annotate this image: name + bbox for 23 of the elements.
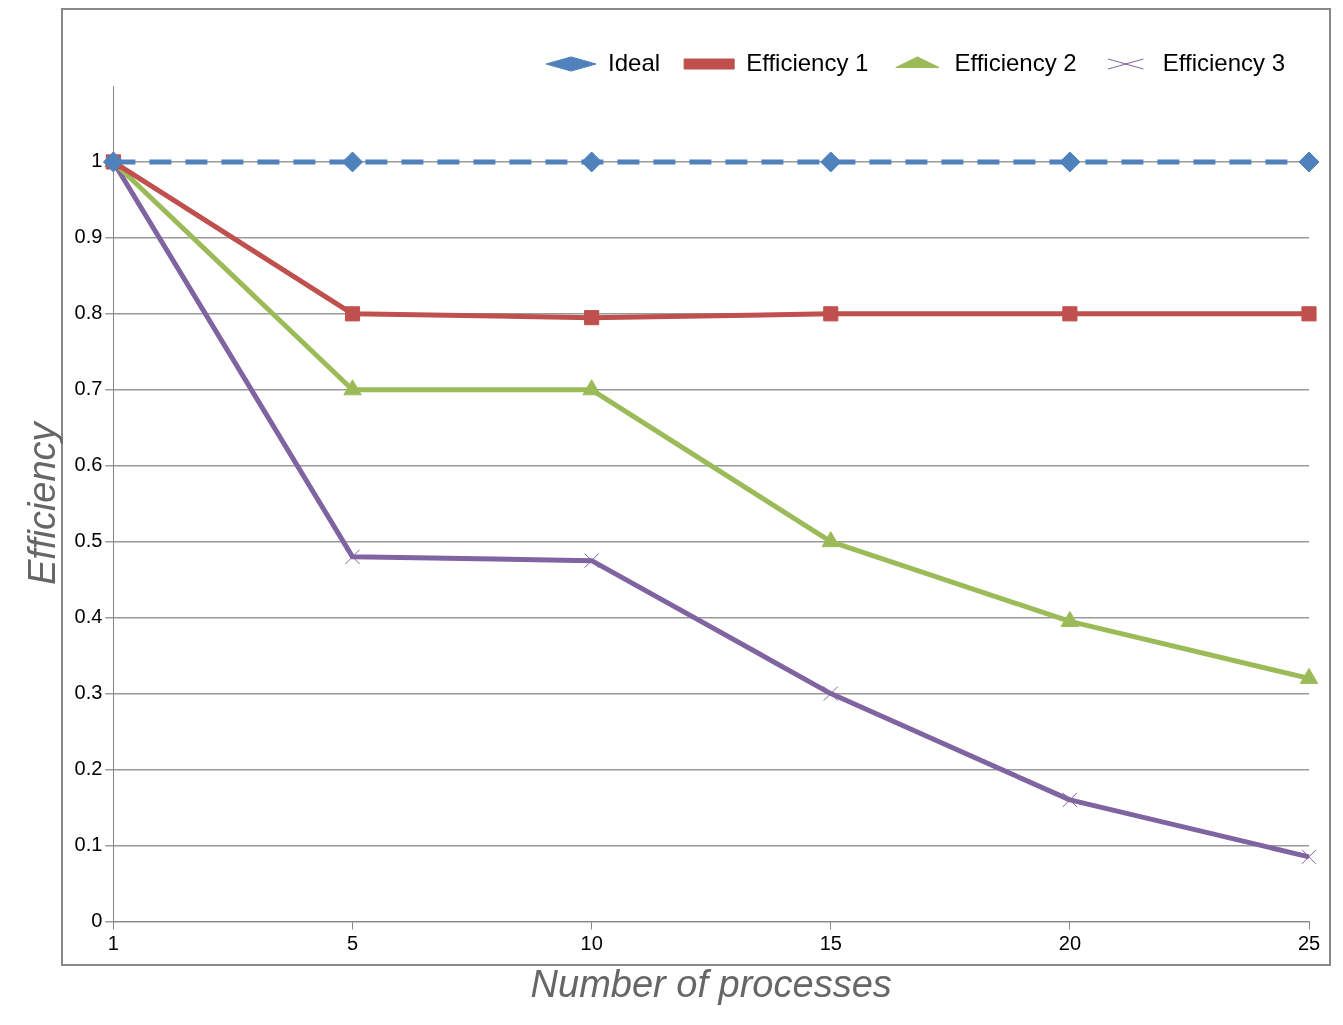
y-tick-label: 0 — [91, 908, 103, 931]
x-axis-title: Number of processes — [530, 962, 892, 1005]
y-tick-label: 0.2 — [74, 757, 103, 780]
x-tick-label: 10 — [580, 931, 603, 954]
x-tick-label: 1 — [107, 931, 119, 954]
y-tick-label: 0.7 — [74, 377, 103, 400]
y-tick-label: 0.5 — [74, 529, 103, 552]
x-tick-label: 15 — [819, 931, 842, 954]
y-tick-label: 1 — [91, 149, 103, 172]
y-tick-label: 0.4 — [74, 605, 103, 628]
y-tick-label: 0.8 — [74, 301, 103, 324]
x-tick-label: 20 — [1058, 931, 1082, 954]
y-axis-title: Efficiency — [21, 420, 64, 586]
y-tick-label: 0.1 — [74, 832, 103, 855]
legend-label: Efficiency 1 — [746, 48, 869, 76]
legend-label: Efficiency 2 — [954, 48, 1077, 76]
x-tick-label: 5 — [346, 931, 359, 954]
y-tick-label: 0.9 — [74, 225, 103, 248]
legend-label: Ideal — [608, 48, 661, 76]
y-tick-label: 0.3 — [74, 681, 103, 704]
y-tick-label: 0.6 — [74, 453, 103, 476]
x-tick-label: 25 — [1297, 931, 1321, 954]
legend-label: Efficiency 3 — [1162, 48, 1286, 76]
